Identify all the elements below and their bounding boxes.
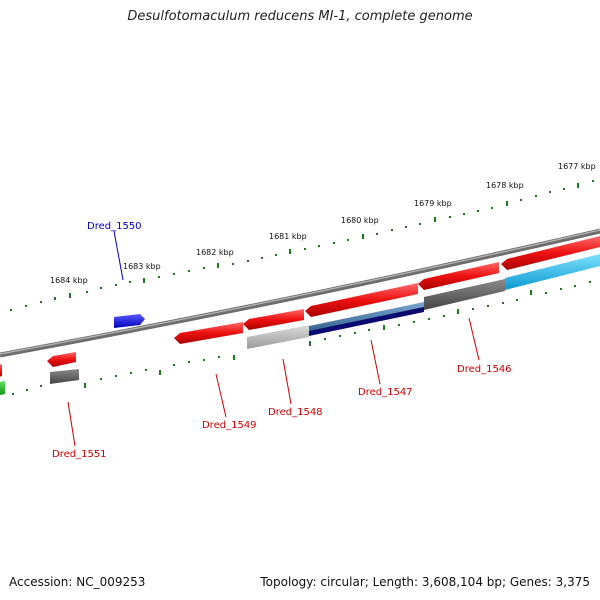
major-tick (289, 249, 291, 254)
major-tick (217, 263, 219, 268)
scale-labels: 1684 kbp 1683 kbp 1682 kbp 1681 kbp 1680… (50, 162, 596, 285)
gene-label-dred-1550[interactable]: Dred_1550 (87, 221, 142, 232)
kbp-label: 1681 kbp (269, 232, 307, 241)
accession-text: Accession: NC_009253 (9, 575, 146, 589)
kbp-label: 1677 kbp (558, 162, 596, 171)
kbp-label: 1679 kbp (414, 199, 452, 208)
gene-dred-1549[interactable] (174, 322, 243, 344)
gene-dred-1548[interactable] (243, 309, 309, 349)
map-title: Desulfotomaculum reducens MI-1, complete… (127, 9, 473, 24)
kbp-label: 1678 kbp (486, 181, 524, 190)
gene-dred-1550[interactable] (114, 314, 145, 328)
gene-left-green[interactable] (0, 381, 5, 395)
major-tick (362, 234, 364, 239)
gene-label-dred-1548[interactable]: Dred_1548 (268, 407, 323, 418)
major-tick (69, 293, 71, 298)
genome-summary-text: Topology: circular; Length: 3,608,104 bp… (260, 575, 590, 589)
gene-dred-1546[interactable] (418, 262, 505, 310)
upper-tick-track (10, 180, 594, 311)
kbp-label: 1680 kbp (341, 216, 379, 225)
gene-label-dred-1551[interactable]: Dred_1551 (52, 449, 107, 460)
kbp-label: 1682 kbp (196, 248, 234, 257)
gene-label-dred-1549[interactable]: Dred_1549 (202, 420, 257, 431)
major-tick (577, 183, 579, 188)
major-tick (506, 201, 508, 206)
major-tick (434, 217, 436, 222)
kbp-label: 1683 kbp (123, 262, 161, 271)
gene-dred-1551[interactable] (0, 352, 79, 384)
genome-backbone (0, 228, 600, 358)
kbp-label: 1684 kbp (50, 276, 88, 285)
lower-tick-track (12, 281, 591, 395)
gene-label-dred-1547[interactable]: Dred_1547 (358, 387, 413, 398)
gene-right-edge[interactable] (501, 236, 600, 290)
gene-label-dred-1546[interactable]: Dred_1546 (457, 364, 512, 375)
label-leaders (67, 230, 480, 447)
gene-dred-1547[interactable] (305, 283, 424, 336)
major-tick (143, 278, 145, 283)
